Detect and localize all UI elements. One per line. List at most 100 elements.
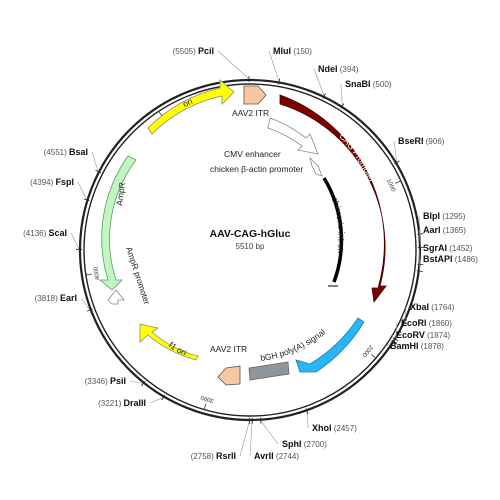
site-tick-snabi (340, 103, 345, 109)
site-label-avrii: AvrII (2744) (254, 451, 299, 461)
tick-label: 2000 (360, 344, 374, 359)
site-pos-ndei: (394) (340, 65, 359, 74)
site-name-bseri: BseRI (398, 136, 424, 146)
site-name-mlui: MluI (273, 46, 291, 56)
site-label-sphi: SphI (2700) (282, 439, 327, 449)
site-leader-sgrai (418, 247, 421, 265)
site-label-draiii: (3221) DraIII (98, 398, 146, 408)
site-label-snabi: SnaBI (500) (345, 79, 392, 89)
site-name-bsai: BsaI (69, 147, 88, 157)
feature-label-bgh-polya-signal: bGH poly(A) signal (260, 327, 327, 363)
feature-cmv-enhancer (267, 117, 319, 155)
feature-f1-ori (139, 323, 199, 361)
site-tick-blpi (417, 233, 424, 235)
site-pos-xbai: (1764) (431, 303, 454, 312)
site-name-sgrai: SgrAI (423, 243, 447, 253)
feature-label-cmv-enhancer: CMV enhancer (224, 149, 281, 159)
site-label-eari: (3818) EarI (35, 293, 77, 303)
tick-label: 4000 (93, 266, 101, 281)
site-name-psii: PsiI (110, 376, 126, 386)
site-pos-draiii: (3221) (98, 399, 121, 408)
site-leader-ndei (313, 68, 325, 97)
tick-label: 3000 (200, 394, 215, 404)
site-pos-snabi: (500) (373, 80, 392, 89)
site-tick-ecorv (391, 339, 398, 344)
feature-aav2-itr-top (243, 85, 267, 105)
site-name-scai: ScaI (48, 228, 67, 238)
restriction-sites: (5505) PciI MluI (150) NdeI (394) SnaBI (50… (23, 46, 478, 461)
site-name-eari: EarI (60, 293, 77, 303)
feature-bgh-polya-signal (248, 361, 290, 381)
site-pos-ecorv: (1874) (427, 331, 450, 340)
site-tick-bsai (95, 169, 101, 174)
site-name-avrii: AvrII (254, 451, 274, 461)
site-leader-bstapi (418, 258, 420, 272)
site-pos-avrii: (2744) (276, 452, 299, 461)
feature-ampr-promoter (107, 289, 125, 305)
site-pos-sphi: (2700) (304, 440, 327, 449)
site-leader-xhoi (306, 411, 309, 429)
site-leader-ecori (395, 322, 398, 340)
site-leader-bamhi (385, 342, 395, 347)
site-pos-bsai: (4551) (44, 148, 67, 157)
site-pos-bamhi: (1878) (421, 342, 444, 351)
site-pos-pcii: (5505) (173, 47, 196, 56)
feature-cag-promoter (279, 94, 387, 304)
site-name-bamhi: BamHI (390, 341, 419, 351)
site-leader-pcii (217, 50, 250, 80)
site-leader-psii (129, 380, 144, 384)
tick-label: 1000 (385, 178, 396, 193)
site-pos-blpi: (1295) (442, 212, 465, 221)
site-name-ndei: NdeI (318, 64, 338, 74)
site-label-mlui: MluI (150) (273, 46, 312, 56)
site-tick-draiii (161, 394, 166, 401)
feature-label-aav2-itr-top: AAV2 ITR (232, 108, 269, 118)
site-pos-fspi: (4394) (30, 178, 53, 187)
feature-label-aav2-itr-bottom: AAV2 ITR (210, 344, 247, 354)
feature-label-ampr: AmpR (114, 181, 127, 206)
site-leader-ecorv (391, 334, 395, 342)
site-tick-ndei (322, 93, 326, 99)
site-pos-ecori: (1860) (429, 319, 452, 328)
site-label-bsai: (4551) BsaI (44, 147, 88, 157)
site-pos-sgrai: (1452) (449, 244, 472, 253)
site-label-ndei: NdeI (394) (318, 64, 359, 74)
site-label-sgrai: SgrAI (1452) (423, 243, 473, 253)
site-name-fspi: FspI (55, 177, 74, 187)
site-label-bseri: BseRI (906) (398, 136, 445, 146)
plasmid-size: 5510 bp (236, 242, 265, 251)
site-label-bamhi: BamHI (1878) (390, 341, 444, 351)
feature-gaussia-luc (295, 317, 365, 373)
site-label-aari: AarI (1365) (423, 225, 466, 235)
site-leader-bseri (393, 140, 398, 163)
site-label-fspi: (4394) FspI (30, 177, 74, 187)
site-label-xbai: XbaI (1764) (410, 302, 455, 312)
site-name-draiii: DraIII (123, 398, 146, 408)
site-name-snabi: SnaBI (345, 79, 371, 89)
site-label-rsrii: (2758) RsrII (191, 451, 236, 461)
site-leader-sphi (260, 420, 279, 445)
feature-label-chicken-beta-actin-promoter: chicken β-actin promoter (210, 164, 303, 174)
site-pos-xhoi: (2457) (334, 424, 357, 433)
site-pos-rsrii: (2758) (191, 452, 214, 461)
site-name-ecori: EcoRI (401, 318, 427, 328)
site-label-pcii: (5505) PciI (173, 46, 214, 56)
site-leader-fspi (77, 181, 87, 200)
site-tick-xbai (401, 321, 408, 325)
tick-mark (395, 180, 402, 184)
site-leader-aari (418, 229, 422, 248)
site-leader-bsai (91, 151, 99, 172)
site-name-sphi: SphI (282, 439, 302, 449)
site-label-ecorv: EcoRV (1874) (396, 330, 451, 340)
tick-mark (85, 273, 92, 276)
site-leader-eari (80, 297, 91, 311)
feature-label-cag-promoter: CAG Promoter (337, 131, 376, 184)
site-name-pcii: PciI (198, 46, 214, 56)
site-leader-blpi (418, 215, 421, 234)
site-leader-rsrii (239, 420, 250, 457)
site-label-blpi: BlpI (1295) (423, 211, 466, 221)
site-tick-bamhi (391, 340, 397, 345)
site-leader-xbai (404, 306, 407, 323)
site-label-bstapi: BstAPI (1486) (423, 254, 478, 264)
